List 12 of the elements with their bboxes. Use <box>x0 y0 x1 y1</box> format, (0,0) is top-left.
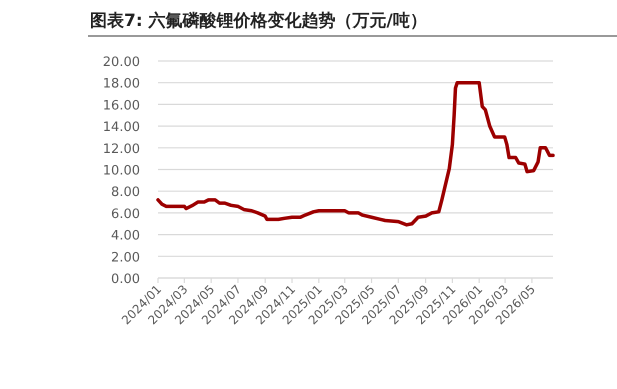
y-tick-label: 4.00 <box>111 228 140 244</box>
y-tick-label: 18.00 <box>102 76 140 92</box>
y-tick-label: 0.00 <box>111 272 140 287</box>
y-tick-label: 16.00 <box>102 98 140 114</box>
y-tick-label: 14.00 <box>102 120 140 136</box>
chart-title: 图表7: 六氟磷酸锂价格变化趋势（万元/吨） <box>90 11 427 31</box>
y-tick-label: 8.00 <box>111 185 140 200</box>
y-tick-label: 10.00 <box>102 164 140 178</box>
y-tick-label: 6.00 <box>111 206 140 222</box>
y-tick-label: 12.00 <box>102 142 140 157</box>
y-tick-label: 2.00 <box>111 250 140 266</box>
y-tick-label: 20.00 <box>102 55 140 70</box>
